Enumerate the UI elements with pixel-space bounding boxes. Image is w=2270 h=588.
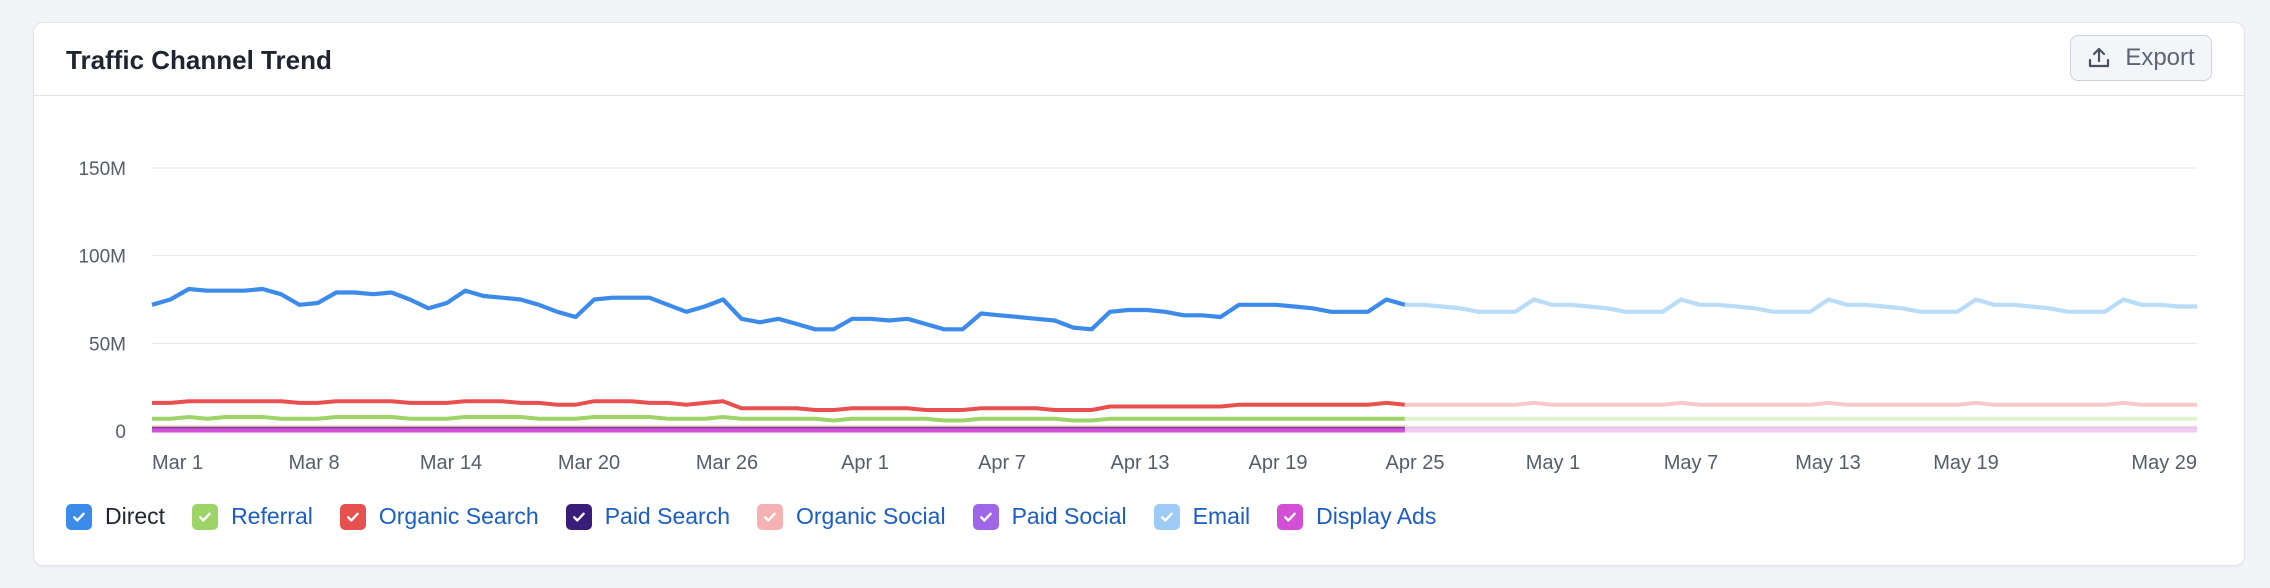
x-tick-label: Apr 13: [1111, 452, 1170, 474]
legend-label: Direct: [105, 503, 166, 529]
legend-item-organic-social[interactable]: Organic Social: [757, 503, 946, 530]
legend-item-organic-search[interactable]: Organic Search: [339, 503, 539, 530]
legend-checkbox[interactable]: [66, 503, 92, 530]
check-icon: [199, 512, 211, 522]
series-line-organic-search-faded: [1404, 400, 2197, 407]
x-tick-label: Mar 1: [152, 452, 203, 474]
series-line-direct[interactable]: [151, 286, 1406, 332]
check-icon: [73, 512, 85, 522]
y-tick-label: 0: [115, 422, 126, 443]
check-icon: [764, 512, 776, 522]
legend-checkbox[interactable]: [1153, 503, 1180, 530]
x-tick-label: May 13: [1795, 452, 1861, 474]
check-icon: [346, 512, 359, 522]
y-tick-label: 50M: [89, 334, 126, 355]
x-tick-label: Mar 26: [696, 452, 758, 474]
series-line-referral[interactable]: [152, 415, 1405, 423]
legend-checkbox[interactable]: [565, 503, 592, 530]
y-tick-label: 150M: [78, 159, 126, 180]
legend-item-referral[interactable]: Referral: [192, 503, 313, 530]
legend-checkbox[interactable]: [339, 503, 366, 530]
legend-label: Organic Search: [378, 503, 539, 529]
check-icon: [1284, 512, 1296, 522]
x-tick-label: Mar 14: [420, 452, 482, 474]
series-line-organic-search[interactable]: [152, 399, 1405, 412]
card-title: Traffic Channel Trend: [66, 45, 332, 75]
legend-checkbox[interactable]: [757, 503, 783, 530]
card-header: Traffic Channel Trend Export: [34, 23, 2244, 96]
x-tick-label: May 1: [1526, 452, 1580, 474]
check-icon: [1160, 512, 1173, 522]
legend-label: Display Ads: [1316, 503, 1437, 529]
legend-item-direct[interactable]: Direct: [66, 503, 165, 530]
legend-item-paid-search[interactable]: Paid Search: [565, 503, 730, 530]
legend-label: Paid Search: [604, 503, 730, 529]
x-tick-label: May 7: [1664, 452, 1718, 474]
legend-label: Email: [1192, 503, 1251, 529]
x-tick-label: Apr 19: [1249, 452, 1308, 474]
x-tick-label: Apr 25: [1386, 452, 1445, 474]
export-label: Export: [2125, 44, 2195, 71]
legend-label: Paid Social: [1011, 503, 1127, 529]
legend-checkbox[interactable]: [972, 503, 999, 530]
legend-item-paid-social[interactable]: Paid Social: [972, 503, 1127, 530]
upload-icon: [2089, 47, 2110, 68]
x-tick-label: May 29: [2131, 452, 2197, 474]
legend-checkbox[interactable]: [192, 503, 219, 530]
x-tick-label: Apr 7: [978, 452, 1026, 474]
chart-legend: Direct Referral Organic Search Paid Search O…: [66, 503, 1436, 530]
legend-item-display-ads[interactable]: Display Ads: [1277, 503, 1436, 530]
x-tick-label: Mar 20: [558, 452, 620, 474]
legend-checkbox[interactable]: [1277, 503, 1304, 530]
check-icon: [572, 512, 585, 522]
x-tick-label: May 19: [1933, 452, 1999, 474]
check-icon: [979, 512, 992, 522]
y-tick-label: 100M: [78, 247, 126, 268]
traffic-trend-card: Traffic Channel Trend Export 0 50M 100M 150…: [33, 22, 2245, 566]
legend-label: Organic Social: [796, 503, 946, 529]
series-line-direct-faded: [1404, 297, 2197, 314]
legend-label: Referral: [231, 503, 313, 529]
legend-item-email[interactable]: Email: [1153, 503, 1251, 530]
x-tick-label: Apr 1: [841, 452, 889, 474]
x-tick-label: Mar 8: [288, 452, 339, 474]
export-button[interactable]: Export: [2070, 35, 2212, 81]
traffic-line-chart: 0 50M 100M 150M Mar 1 Mar 8 Mar 14 Mar 20 Mar 26…: [78, 159, 2197, 474]
